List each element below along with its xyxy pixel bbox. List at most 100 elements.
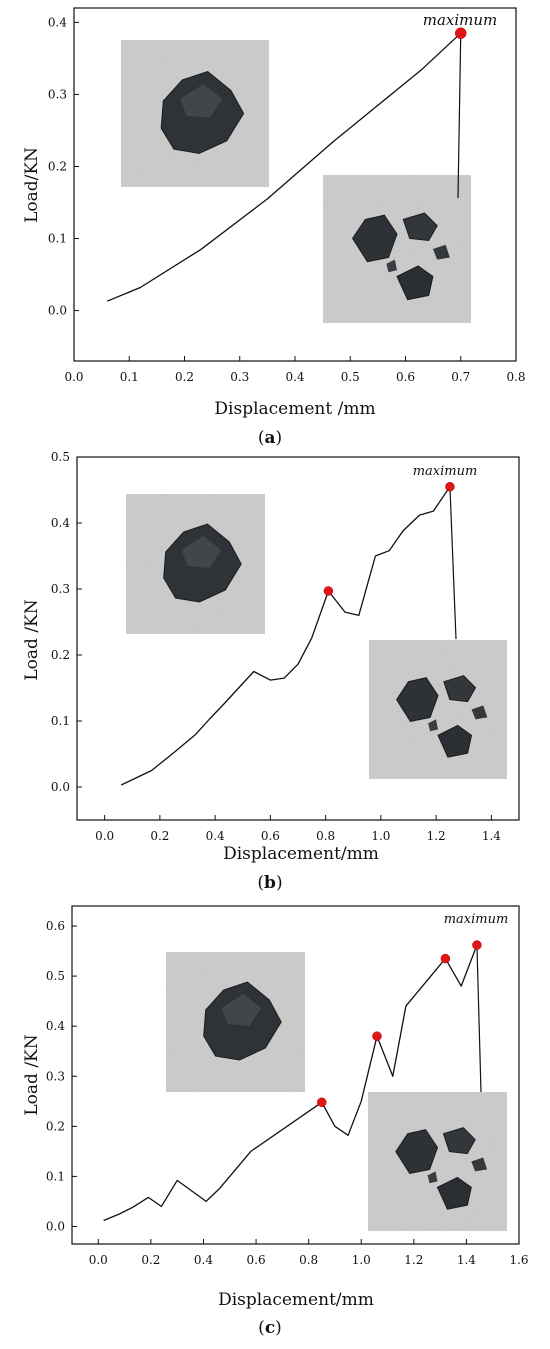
chart-a-xtick-label-0: 0.0 bbox=[64, 370, 83, 384]
chart-a-fractured-fragment-2 bbox=[396, 265, 434, 301]
chart-b-marker-0 bbox=[323, 586, 334, 596]
chart-b: 0.0 0.2 0.4 0.6 0.8 1.0 1.2 1.4 0.0 0.1 0.2 0.3 0.4 0… bbox=[22, 450, 520, 893]
chart-a-fractured-chip-1 bbox=[386, 259, 397, 273]
chart-a-xtick-label-1: 0.1 bbox=[120, 370, 139, 384]
chart-a-ytick-label-0: 0.0 bbox=[48, 304, 67, 318]
chart-c-ticks: 0.0 0.2 0.4 0.6 0.8 1.0 1.2 1.4 1.6 0.0 0.1 0.2 0.3 0… bbox=[46, 919, 529, 1267]
chart-c-marker-2 bbox=[440, 953, 451, 964]
chart-a-pointer-line bbox=[457, 33, 462, 199]
chart-c-fractured-fragment-1 bbox=[395, 1129, 439, 1174]
chart-c-ytick-label-6: 0.6 bbox=[46, 919, 65, 933]
chart-c-fractured-photo-texture bbox=[368, 1092, 507, 1231]
chart-c-pointer-line bbox=[476, 945, 482, 1093]
chart-a-xtick-label-7: 0.7 bbox=[451, 370, 470, 384]
chart-c-xtick-label-7: 1.4 bbox=[457, 1253, 476, 1267]
chart-b-xtick-label-7: 1.4 bbox=[482, 829, 501, 843]
chart-b-xtick-label-0: 0.0 bbox=[95, 829, 114, 843]
chart-c-ytick-label-2: 0.2 bbox=[46, 1119, 65, 1133]
chart-a-caption-letter: a bbox=[264, 428, 275, 448]
chart-a-ylabel: Load/KN bbox=[22, 147, 42, 223]
chart-a-caption: (a) bbox=[258, 428, 282, 448]
chart-b-load-curve bbox=[120, 486, 451, 786]
chart-c-intact-coal-highlight bbox=[221, 994, 262, 1026]
chart-c-ytick-label-5: 0.5 bbox=[46, 969, 65, 983]
chart-c-xtick-label-6: 1.2 bbox=[404, 1253, 423, 1267]
chart-b-photos bbox=[126, 494, 507, 779]
chart-c-fractured-chip-1 bbox=[427, 1171, 438, 1184]
chart-a-xtick-label-2: 0.2 bbox=[175, 370, 194, 384]
chart-c-series: maximum bbox=[103, 912, 509, 1222]
chart-b-xtick-label-3: 0.6 bbox=[261, 829, 280, 843]
chart-a-xtick-label-6: 0.6 bbox=[396, 370, 415, 384]
chart-b-maximum-label: maximum bbox=[413, 464, 478, 479]
chart-c-maximum-label: maximum bbox=[444, 912, 509, 927]
chart-b-fractured-fragment-1 bbox=[396, 677, 439, 722]
chart-c-fractured-chip-2 bbox=[471, 1157, 488, 1172]
chart-b-caption-close: ) bbox=[276, 873, 283, 893]
chart-a-intact-coal-highlight bbox=[180, 84, 223, 118]
chart-b-fractured-fragment-2 bbox=[437, 724, 473, 758]
chart-b-fractured-photo-texture bbox=[369, 640, 507, 779]
chart-c-xtick-label-3: 0.6 bbox=[247, 1253, 266, 1267]
chart-c-fractured-fragment-2 bbox=[436, 1176, 472, 1210]
chart-b-ytick-label-3: 0.3 bbox=[51, 582, 70, 596]
chart-a-series: maximum bbox=[106, 11, 498, 302]
chart-c-photos bbox=[166, 952, 507, 1231]
chart-c-xlabel: Displacement/mm bbox=[218, 1290, 374, 1310]
chart-b-xtick-label-5: 1.0 bbox=[371, 829, 390, 843]
chart-c-xtick-label-8: 1.6 bbox=[509, 1253, 528, 1267]
chart-a-ytick-label-3: 0.3 bbox=[48, 87, 67, 101]
chart-c: 0.0 0.2 0.4 0.6 0.8 1.0 1.2 1.4 1.6 0.0 0.1 0.2 0.3 0… bbox=[22, 905, 529, 1338]
chart-a-marker-0 bbox=[455, 27, 467, 39]
chart-b-ytick-label-2: 0.2 bbox=[51, 648, 70, 662]
chart-a-fractured-chip-2 bbox=[432, 244, 450, 260]
chart-c-ytick-label-0: 0.0 bbox=[46, 1219, 65, 1233]
chart-b-ticks: 0.0 0.2 0.4 0.6 0.8 1.0 1.2 1.4 0.0 0.1 0.2 0.3 0.4 0… bbox=[51, 450, 501, 843]
chart-b-xlabel: Displacement/mm bbox=[223, 844, 379, 864]
chart-b-fractured-fragment-3 bbox=[443, 675, 477, 703]
chart-c-ytick-label-4: 0.4 bbox=[46, 1019, 65, 1033]
chart-c-frame bbox=[71, 905, 520, 1245]
chart-b-marker-1 bbox=[445, 481, 455, 492]
chart-a-xlabel: Displacement /mm bbox=[214, 399, 375, 419]
chart-c-caption-close: ) bbox=[275, 1318, 282, 1338]
chart-b-ytick-label-4: 0.4 bbox=[51, 516, 70, 530]
chart-b-ytick-label-1: 0.1 bbox=[51, 714, 70, 728]
chart-b-ytick-label-0: 0.0 bbox=[51, 780, 70, 794]
chart-c-caption-open: ( bbox=[258, 1318, 265, 1338]
chart-b-series: maximum bbox=[120, 464, 478, 786]
chart-b-frame bbox=[76, 456, 520, 821]
chart-a-xtick-label-5: 0.5 bbox=[341, 370, 360, 384]
chart-b-ytick-label-5: 0.5 bbox=[51, 450, 70, 464]
chart-a-ytick-label-2: 0.2 bbox=[48, 159, 67, 173]
chart-b-xtick-label-2: 0.4 bbox=[206, 829, 225, 843]
chart-a-xtick-label-4: 0.4 bbox=[285, 370, 304, 384]
chart-c-xtick-label-0: 0.0 bbox=[89, 1253, 108, 1267]
chart-c-caption: (c) bbox=[258, 1318, 282, 1338]
chart-c-ylabel: Load /KN bbox=[22, 1034, 42, 1115]
chart-a-caption-open: ( bbox=[258, 428, 265, 448]
chart-b-caption: (b) bbox=[257, 873, 282, 893]
chart-c-marker-3 bbox=[472, 940, 482, 950]
chart-a-xtick-label-3: 0.3 bbox=[230, 370, 249, 384]
chart-b-caption-open: ( bbox=[257, 873, 264, 893]
chart-c-ytick-label-3: 0.3 bbox=[46, 1069, 65, 1083]
chart-a-ytick-label-1: 0.1 bbox=[48, 232, 67, 246]
chart-a-fractured-fragment-3 bbox=[402, 212, 438, 242]
chart-a-ytick-label-4: 0.4 bbox=[48, 15, 67, 29]
chart-a-ticks: 0.0 0.1 0.2 0.3 0.4 0.5 0.6 0.7 0.8 0.0 0.1 0.2 0.3 0… bbox=[48, 15, 526, 384]
chart-a-caption-close: ) bbox=[276, 428, 283, 448]
chart-c-xtick-label-1: 0.2 bbox=[141, 1253, 160, 1267]
chart-c-xtick-label-4: 0.8 bbox=[299, 1253, 318, 1267]
chart-a-maximum-label: maximum bbox=[423, 11, 498, 29]
chart-c-xtick-label-5: 1.0 bbox=[352, 1253, 371, 1267]
chart-b-intact-coal-highlight bbox=[181, 536, 222, 568]
chart-a-fractured-photo-texture bbox=[323, 175, 471, 323]
chart-b-caption-letter: b bbox=[264, 873, 276, 893]
chart-c-caption-letter: c bbox=[265, 1318, 275, 1338]
chart-a-photos bbox=[121, 40, 471, 323]
chart-c-xtick-label-2: 0.4 bbox=[194, 1253, 213, 1267]
chart-b-pointer-line bbox=[449, 486, 457, 640]
chart-a-xtick-label-8: 0.8 bbox=[506, 370, 525, 384]
chart-b-xtick-label-4: 0.8 bbox=[316, 829, 335, 843]
